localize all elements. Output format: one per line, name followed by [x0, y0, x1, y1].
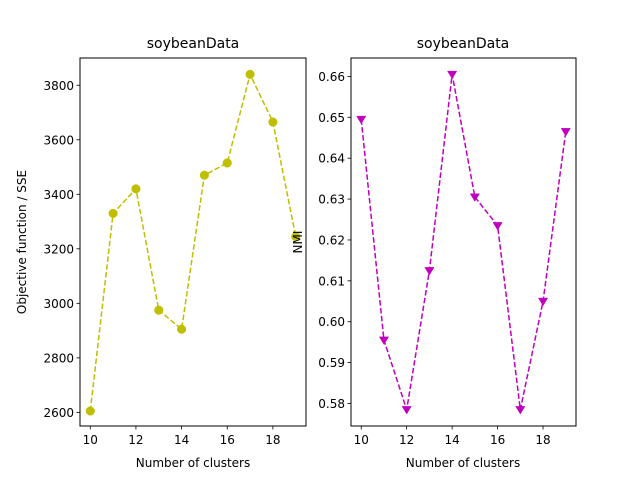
axis-ticks: 10 12 14 16 18 2600 2800 3000 3200 3400 3600 3800: [43, 79, 280, 447]
x-tick-label: 16: [220, 433, 235, 447]
y-tick-label: 3200: [43, 242, 74, 256]
data-point: [222, 158, 232, 168]
y-tick-label: 0.61: [318, 274, 345, 288]
data-point: [538, 297, 549, 307]
y-tick-label: 0.59: [318, 356, 345, 370]
x-tick-label: 18: [535, 433, 550, 447]
x-axis-label: Number of clusters: [136, 456, 250, 470]
x-tick-label: 18: [265, 433, 280, 447]
data-point: [401, 406, 412, 415]
data-point: [378, 336, 389, 345]
data-point: [131, 184, 141, 194]
y-tick-label: 0.66: [318, 70, 345, 84]
data-point: [108, 208, 118, 218]
y-tick-label: 0.63: [318, 193, 345, 207]
x-tick-label: 12: [128, 433, 143, 447]
y-tick-label: 3800: [43, 79, 74, 93]
chart-title: soybeanData: [417, 36, 510, 52]
axis-ticks: 10 12 14 16 18 0.58 0.59 0.60 0.61 0.62 0.63 0.64 0.…: [318, 70, 550, 447]
axes-frame: [79, 57, 307, 427]
plot-area: [85, 69, 301, 416]
data-point: [177, 324, 187, 334]
y-tick-label: 0.65: [318, 111, 345, 125]
x-tick-label: 14: [174, 433, 189, 447]
y-tick-label: 3000: [43, 297, 74, 311]
y-tick-label: 2600: [43, 406, 74, 420]
y-tick-label: 0.60: [318, 315, 345, 329]
x-tick-label: 10: [354, 433, 369, 447]
plot-area: [356, 70, 571, 415]
x-tick-label: 12: [399, 433, 414, 447]
x-axis-label: Number of clusters: [406, 456, 520, 470]
x-tick-label: 16: [490, 433, 505, 447]
y-tick-label: 0.62: [318, 233, 345, 247]
x-tick-label: 14: [444, 433, 459, 447]
y-axis-label: NMI: [291, 231, 305, 254]
data-point: [560, 128, 571, 137]
data-point: [245, 69, 255, 79]
series-line: [360, 74, 567, 410]
data-point: [515, 406, 526, 415]
data-point: [469, 193, 480, 202]
series-line: [89, 72, 297, 412]
data-point: [492, 222, 503, 231]
y-tick-label: 0.64: [318, 152, 345, 166]
x-tick-label: 10: [83, 433, 98, 447]
y-tick-label: 3600: [43, 133, 74, 147]
y-axis-label: Objective function / SSE: [15, 170, 29, 314]
data-point: [356, 115, 367, 125]
data-point: [424, 267, 435, 276]
chart-title: soybeanData: [147, 36, 240, 52]
data-point: [291, 231, 301, 242]
chart-panel-sse: soybeanData Number of clusters Objective…: [15, 36, 307, 470]
data-point: [85, 406, 95, 416]
chart-panel-nmi: soybeanData Number of clusters NMI 10 12 1…: [291, 36, 577, 470]
data-point: [154, 305, 164, 315]
y-tick-label: 3400: [43, 188, 74, 202]
data-point: [268, 117, 278, 127]
data-point: [199, 170, 209, 180]
data-point: [447, 70, 458, 80]
axes-frame: [350, 57, 577, 427]
y-tick-label: 2800: [43, 351, 74, 365]
y-tick-label: 0.58: [318, 397, 345, 411]
